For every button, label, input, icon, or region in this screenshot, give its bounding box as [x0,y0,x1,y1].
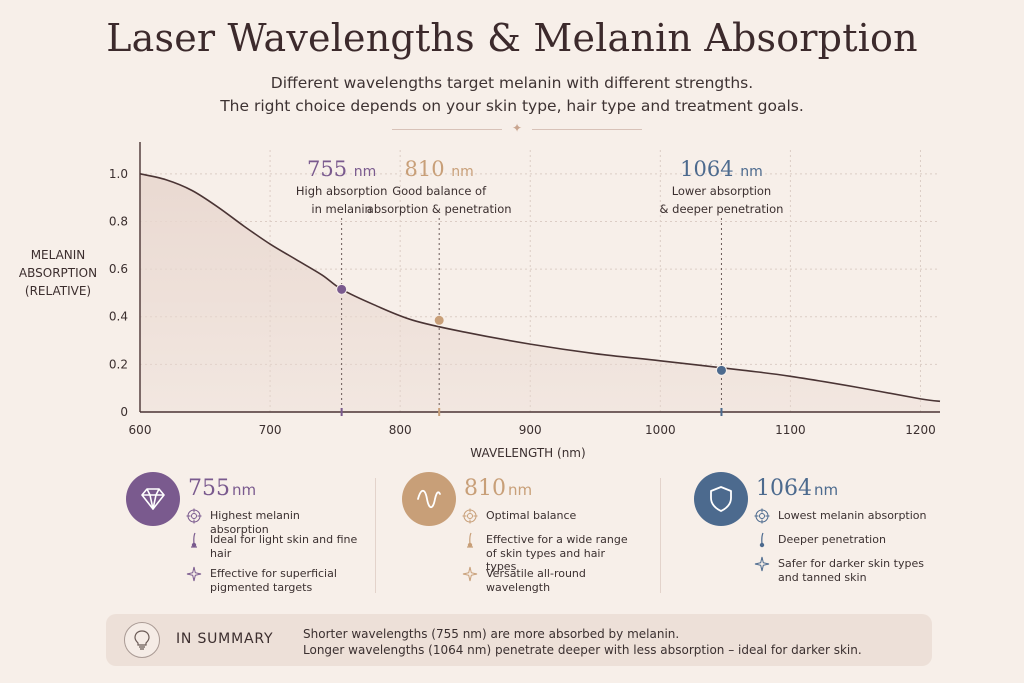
hair-icon [467,532,473,548]
absorption-curve [139,173,941,403]
x-tick-label: 600 [129,423,152,437]
x-tick-label: 700 [259,423,282,437]
y-axis-label-line-1: MELANIN [30,248,86,262]
y-tick-label: 0.6 [109,262,128,276]
marker-desc-1064: Lower absorption [672,184,772,198]
card-755-value: 755 [188,476,230,501]
divider-line-right [532,129,642,130]
card-1064-value: 1064 [756,476,812,501]
y-tick-label: 0 [120,405,128,419]
absorption-chart: 0 0.2 0.4 0.6 0.8 1.0 600 700 800 900 1000 1100 1200… [109,142,941,460]
target-icon [186,508,202,524]
sparkle-icon [754,556,770,572]
card-810-feature-text: Optimal balance [486,509,577,522]
card-810-feature-text: Effective for a wide range of skin types… [486,533,628,573]
subtitle: Different wavelengths target melanin wit… [0,72,1024,118]
marker-desc-810: Good balance of [392,184,487,198]
divider-line-left [392,129,502,130]
diamond-icon [141,488,165,510]
card-810-badge [402,472,456,526]
card-810-wavelength: 810 nm [464,476,532,501]
x-axis-label: WAVELENGTH (nm) [470,446,585,460]
card-separator [375,478,376,593]
lightbulb-icon [124,622,160,658]
wave-icon [417,489,441,509]
marker-point-810 [433,314,445,326]
card-755-badge [126,472,180,526]
ornament-divider: ✦ [392,121,642,137]
sparkle-ornament-icon: ✦ [511,121,523,135]
summary-box: IN SUMMARY Shorter wavelengths (755 nm) … [106,614,932,666]
card-810-unit: nm [508,481,533,499]
card-1064-feature-text: Deeper penetration [778,533,886,546]
shield-icon [710,486,732,512]
card-1064-badge [694,472,748,526]
marker-desc-755: High absorption [296,184,388,198]
wavelength-cards: 755 nm Highest melanin absorption Ideal f… [0,470,1024,600]
sparkle-icon [462,566,478,582]
marker-desc-1064: & deeper penetration [660,202,784,216]
target-icon [462,508,478,524]
hair-icon [191,532,197,548]
y-axis-label-line-3: (RELATIVE) [24,284,92,298]
hair-icon [759,532,765,548]
card-1064-feature-text: Lowest melanin absorption [778,509,927,522]
card-1064-unit: nm [814,481,839,499]
y-tick-label: 0.8 [109,214,128,228]
x-tick-label: 1200 [905,423,936,437]
sparkle-icon [186,566,202,582]
target-icon [754,508,770,524]
y-tick-label: 0.4 [109,310,128,324]
marker-label-1064: 1064 nm [680,157,763,181]
y-tick-label: 1.0 [109,167,128,181]
summary-text: Shorter wavelengths (755 nm) are more ab… [303,626,862,658]
summary-heading: IN SUMMARY [176,631,274,647]
marker-point-1064 [715,364,727,376]
card-755-feature-text: Ideal for light skin and fine hair [210,533,358,560]
y-axis-label-line-2: ABSORPTION [18,266,98,280]
y-tick-label: 0.2 [109,357,128,371]
x-tick-label: 800 [389,423,412,437]
x-tick-label: 900 [519,423,542,437]
x-tick-label: 1000 [645,423,676,437]
card-810-feature-text: Versatile all-round wavelength [486,567,586,594]
card-755-feature-text: Effective for superficial pigmented targ… [210,567,337,594]
y-axis-label: MELANIN ABSORPTION (RELATIVE) [8,246,108,300]
card-1064-wavelength: 1064 nm [756,476,838,501]
card-separator [660,478,661,593]
marker-desc-810: absorption & penetration [367,202,512,216]
card-755-feature-text: Highest melanin absorption [210,509,300,536]
card-810-value: 810 [464,476,506,501]
subtitle-line-1: Different wavelengths target melanin wit… [270,74,754,92]
marker-label-755: 755 nm [307,157,376,181]
card-755-wavelength: 755 nm [188,476,256,501]
summary-line-1: Shorter wavelengths (755 nm) are more ab… [303,627,680,641]
summary-line-2: Longer wavelengths (1064 nm) penetrate d… [303,643,862,657]
marker-label-810: 810 nm [405,157,474,181]
marker-desc-755: in melanin [311,202,371,216]
subtitle-line-2: The right choice depends on your skin ty… [220,97,804,115]
x-tick-label: 1100 [775,423,806,437]
marker-point-755 [336,283,348,295]
page-title: Laser Wavelengths & Melanin Absorption [106,16,918,60]
absorption-area [140,173,940,412]
card-755-unit: nm [232,481,257,499]
card-1064-feature-text: Safer for darker skin types and tanned s… [778,557,924,584]
